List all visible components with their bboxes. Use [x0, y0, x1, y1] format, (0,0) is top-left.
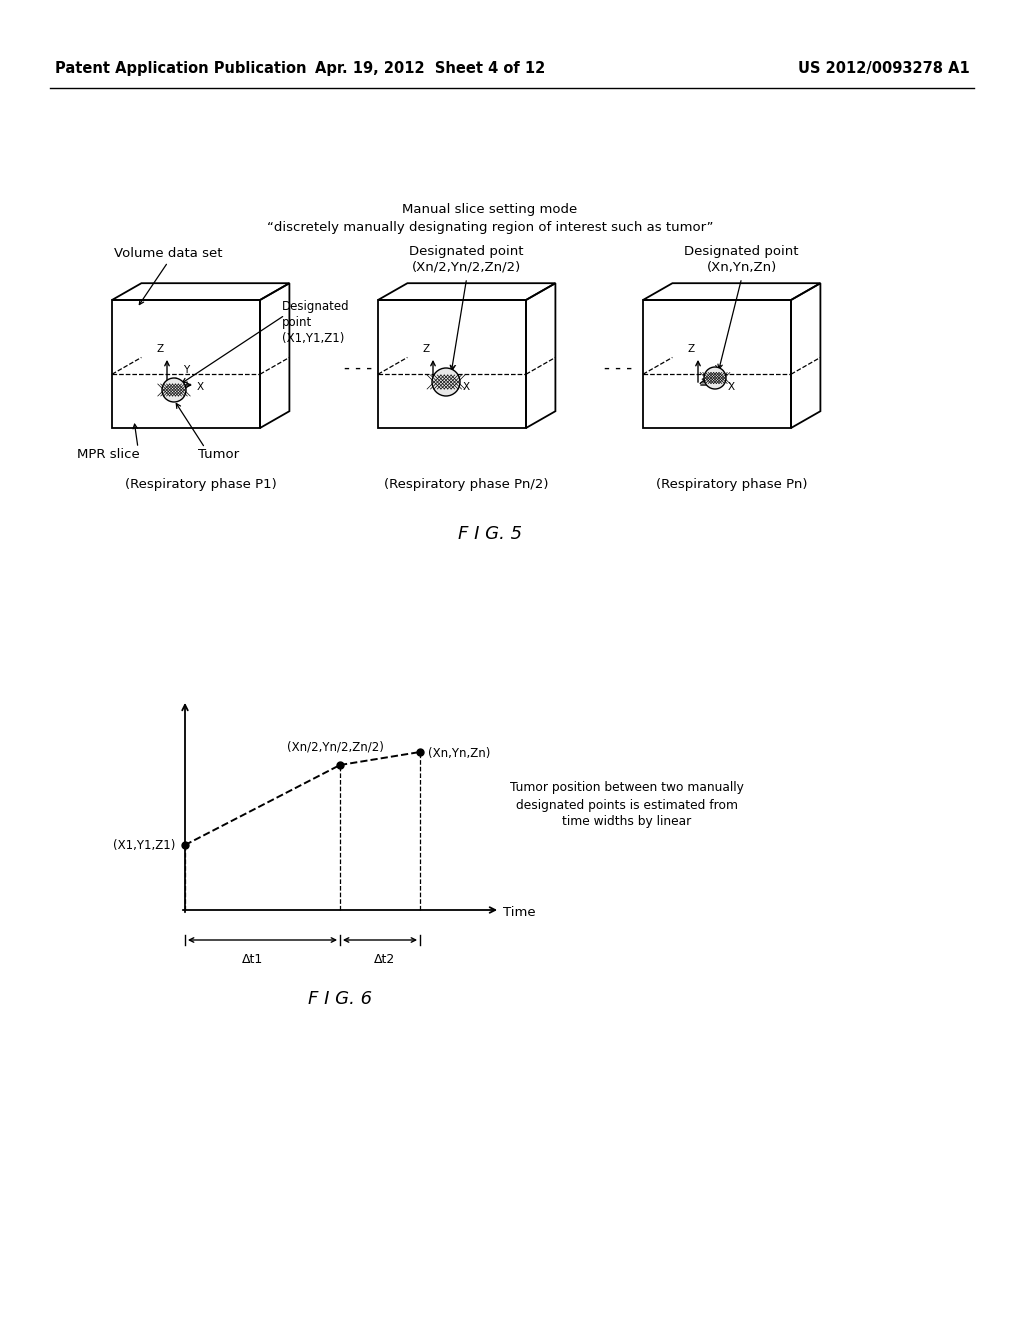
Text: (Xn/2,Yn/2,Zn/2): (Xn/2,Yn/2,Zn/2): [412, 261, 521, 275]
Text: Δt2: Δt2: [375, 953, 395, 966]
Text: Y: Y: [449, 366, 455, 375]
Circle shape: [432, 368, 460, 396]
Text: F I G. 5: F I G. 5: [458, 525, 522, 543]
Text: X: X: [463, 381, 470, 392]
Text: Volume data set: Volume data set: [114, 247, 222, 260]
Text: US 2012/0093278 A1: US 2012/0093278 A1: [799, 61, 970, 75]
Text: F I G. 6: F I G. 6: [308, 990, 372, 1008]
Text: Manual slice setting mode: Manual slice setting mode: [402, 203, 578, 216]
Text: Time: Time: [503, 906, 536, 919]
Text: Designated point: Designated point: [410, 246, 524, 257]
Text: MPR slice: MPR slice: [77, 447, 140, 461]
Text: (Respiratory phase P1): (Respiratory phase P1): [125, 478, 276, 491]
Text: Tumor position between two manually
designated points is estimated from
time wid: Tumor position between two manually desi…: [510, 781, 743, 829]
Text: - - -: - - -: [604, 359, 632, 378]
Text: “discretely manually designating region of interest such as tumor”: “discretely manually designating region …: [266, 222, 714, 235]
Circle shape: [162, 378, 186, 403]
Text: (X1,Y1,Z1): (X1,Y1,Z1): [113, 838, 175, 851]
Text: Y: Y: [714, 366, 720, 375]
Text: (Xn,Yn,Zn): (Xn,Yn,Zn): [428, 747, 490, 760]
Text: Δt1: Δt1: [242, 953, 263, 966]
Text: Designated point: Designated point: [684, 246, 799, 257]
Text: (Xn/2,Yn/2,Zn/2): (Xn/2,Yn/2,Zn/2): [287, 741, 383, 752]
Text: Z: Z: [423, 345, 429, 354]
Text: X: X: [728, 381, 735, 392]
Text: (Respiratory phase Pn/2): (Respiratory phase Pn/2): [384, 478, 549, 491]
Circle shape: [705, 367, 726, 389]
Text: Tumor: Tumor: [198, 447, 240, 461]
Text: Y: Y: [182, 366, 188, 375]
Text: - - -: - - -: [344, 359, 372, 378]
Text: (Xn,Yn,Zn): (Xn,Yn,Zn): [707, 261, 777, 275]
Text: Patent Application Publication: Patent Application Publication: [55, 61, 306, 75]
Text: Z: Z: [157, 345, 164, 354]
Text: (Respiratory phase Pn): (Respiratory phase Pn): [656, 478, 808, 491]
Text: Apr. 19, 2012  Sheet 4 of 12: Apr. 19, 2012 Sheet 4 of 12: [314, 61, 545, 75]
Text: Designated
point
(X1,Y1,Z1): Designated point (X1,Y1,Z1): [282, 300, 349, 345]
Text: X: X: [197, 381, 204, 392]
Text: Z: Z: [687, 345, 694, 354]
